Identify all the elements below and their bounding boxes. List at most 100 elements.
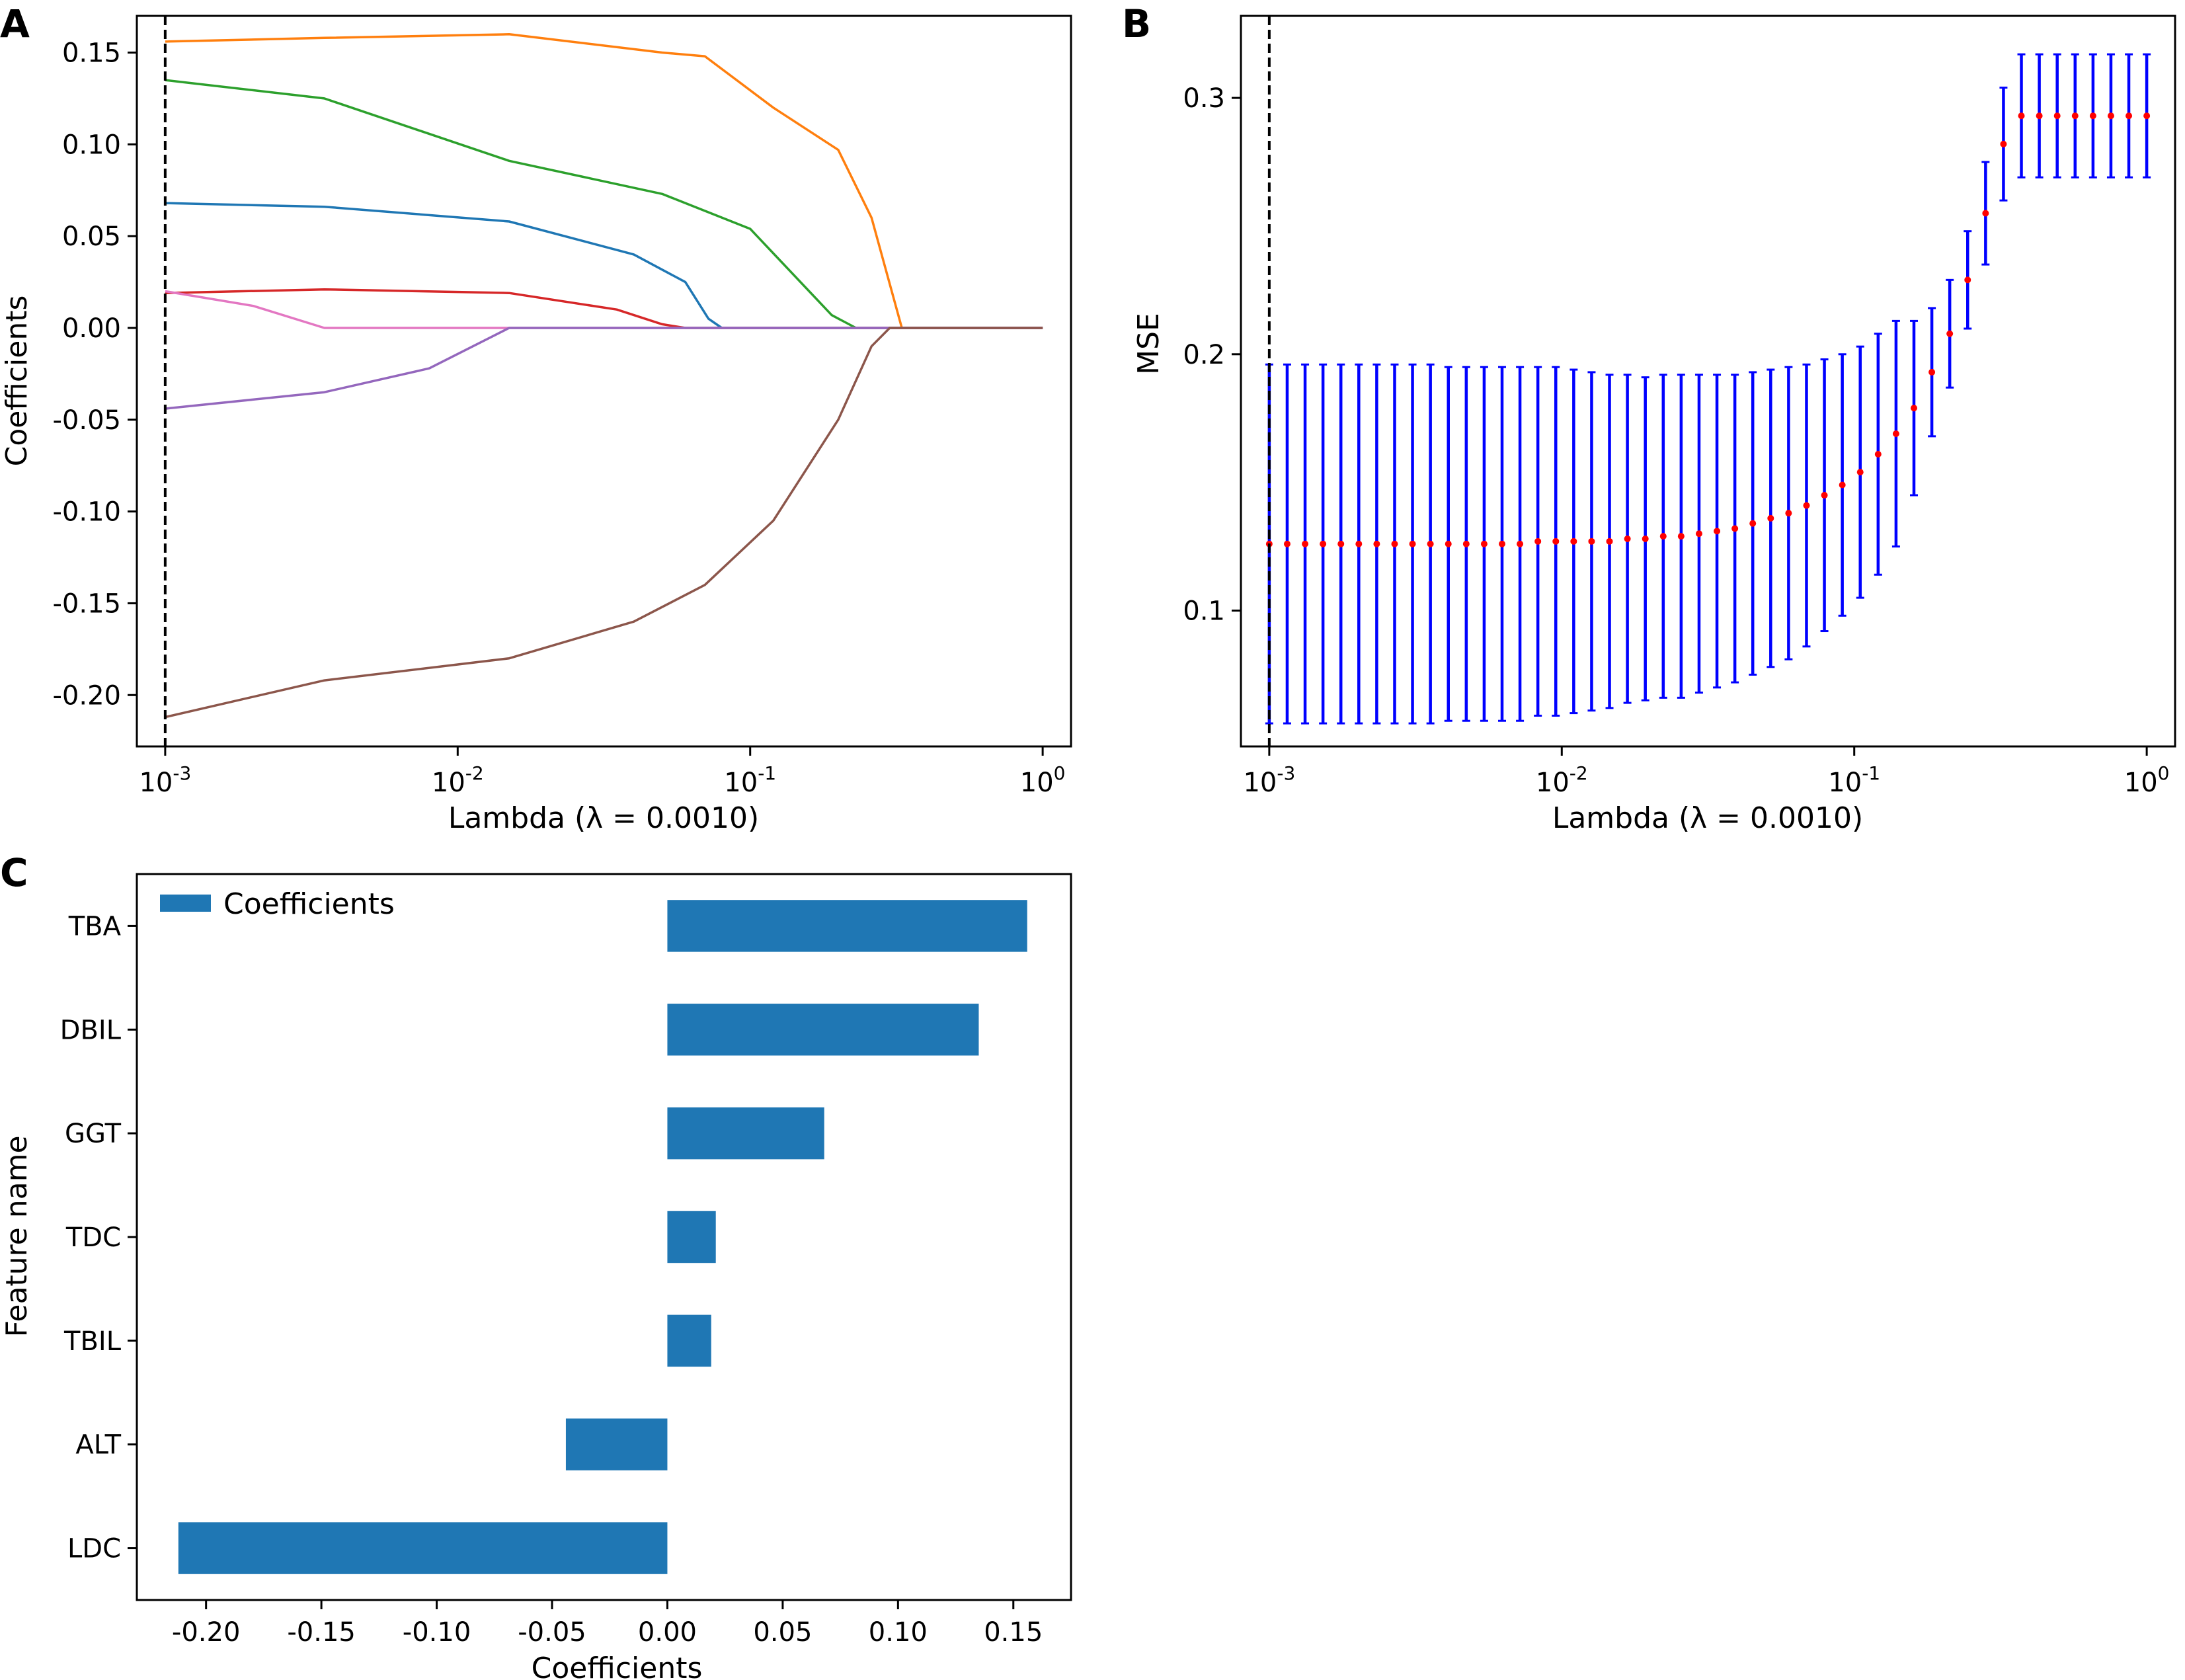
coefficient-path-1 — [165, 33, 1043, 329]
c-x-tick-label: -0.10 — [403, 1617, 471, 1648]
c-y-tick-label: TDC — [65, 1222, 121, 1253]
mse-point — [1391, 540, 1398, 547]
mse-point — [2143, 112, 2151, 120]
mse-point — [1427, 540, 1434, 547]
mse-point — [1499, 540, 1506, 547]
chart-c-x-axis: -0.20 -0.15 -0.10 -0.05 0.00 0.05 0.10 0.15 — [172, 1600, 1043, 1648]
mse-point — [2000, 140, 2007, 147]
mse-point — [1910, 405, 1917, 412]
chart-a-x-label: Lambda (λ = 0.0010) — [448, 801, 759, 835]
c-x-tick-label: 0.05 — [753, 1617, 812, 1648]
a-y-tick-label: -0.15 — [53, 588, 122, 619]
coefficient-path-6 — [165, 327, 1043, 410]
mse-point — [1785, 510, 1792, 517]
mse-point — [1677, 533, 1685, 540]
mse-point — [1821, 492, 1828, 499]
c-y-tick-label: DBIL — [60, 1015, 122, 1045]
mse-point — [1570, 538, 1577, 545]
a-x-tick-label: 10-3 — [139, 762, 191, 798]
mse-point — [1695, 530, 1702, 538]
mse-point — [1856, 469, 1864, 476]
c-y-tick-label: LDC — [67, 1534, 121, 1564]
mse-point — [1982, 210, 1989, 217]
coefficient-path-3 — [165, 202, 1043, 329]
a-y-tick-label: 0.10 — [62, 130, 121, 160]
mse-point — [1803, 502, 1810, 509]
mse-point — [1749, 520, 1757, 527]
mse-point — [1964, 276, 1971, 284]
mse-point — [2071, 112, 2079, 120]
chart-a-x-axis: 10-3 10-2 10-1 100 — [139, 746, 1065, 798]
chart-c-x-label: Coefficients — [532, 1652, 703, 1680]
c-y-tick-label: GGT — [65, 1119, 122, 1149]
chart-b-y-axis: 0.1 0.2 0.3 — [1183, 83, 1241, 627]
c-x-tick-label: 0.10 — [869, 1617, 928, 1648]
chart-c-plot-area — [178, 900, 1027, 1574]
mse-point — [1659, 533, 1667, 540]
mse-point — [1946, 330, 1954, 337]
chart-a-plot-area — [163, 16, 1043, 746]
b-y-tick-label: 0.3 — [1183, 83, 1225, 114]
c-x-tick-label: 0.00 — [638, 1617, 697, 1648]
c-y-tick-label: TBIL — [63, 1326, 122, 1357]
mse-point — [1462, 540, 1470, 547]
a-y-tick-label: -0.20 — [53, 680, 122, 711]
panel-c-label: C — [0, 850, 28, 895]
bar-tba — [667, 900, 1027, 952]
mse-point — [1714, 528, 1721, 535]
coefficient-path-4 — [165, 288, 1043, 329]
mse-point — [2107, 112, 2114, 120]
a-x-tick-label: 10-2 — [432, 762, 484, 798]
chart-b-frame — [1240, 15, 2176, 748]
mse-point — [1839, 481, 1846, 489]
c-x-tick-label: -0.05 — [518, 1617, 586, 1648]
mse-point — [1302, 540, 1309, 547]
mse-point — [1409, 540, 1416, 547]
b-x-tick-label: 100 — [2124, 762, 2170, 798]
chart-c-frame — [136, 873, 1072, 1601]
mse-point — [1480, 540, 1488, 547]
mse-point — [1552, 538, 1560, 545]
c-y-tick-label: TBA — [68, 911, 122, 941]
b-x-tick-label: 10-2 — [1536, 762, 1588, 798]
mse-point — [1355, 540, 1363, 547]
bar-tdc — [667, 1211, 716, 1263]
mse-point — [1731, 525, 1739, 532]
chart-b: 0.1 0.2 0.3 10-3 10-2 10-1 100 Lambda (λ = 0.… — [1132, 15, 2176, 835]
mse-point — [1928, 368, 1936, 376]
legend-label: Coefficients — [223, 887, 395, 921]
bar-ggt — [667, 1107, 824, 1160]
chart-b-y-label: MSE — [1132, 313, 1166, 375]
a-x-tick-label: 10-1 — [724, 762, 776, 798]
chart-b-x-axis: 10-3 10-2 10-1 100 — [1243, 746, 2169, 798]
chart-a-frame — [136, 15, 1072, 748]
mse-point — [1534, 538, 1542, 545]
a-y-tick-label: 0.05 — [62, 221, 121, 252]
mse-point — [1373, 540, 1380, 547]
legend-swatch — [160, 895, 211, 912]
bar-tbil — [667, 1314, 711, 1367]
b-y-tick-label: 0.1 — [1183, 596, 1225, 627]
chart-c-legend: Coefficients — [160, 887, 395, 921]
mse-point — [2053, 112, 2061, 120]
bar-alt — [565, 1418, 668, 1470]
mse-point — [1767, 514, 1774, 522]
b-x-tick-label: 10-3 — [1243, 762, 1295, 798]
mse-point — [1517, 540, 1524, 547]
mse-point — [2036, 112, 2043, 120]
panel-a-label: A — [0, 1, 30, 46]
mse-point — [1874, 451, 1882, 458]
mse-point — [1588, 538, 1595, 545]
a-y-tick-label: 0.00 — [62, 313, 121, 344]
mse-point — [2089, 112, 2096, 120]
coefficient-path-7 — [165, 327, 1043, 719]
a-y-tick-label: 0.15 — [62, 38, 121, 69]
panel-b-label: B — [1122, 1, 1151, 46]
bar-ldc — [178, 1522, 668, 1574]
c-x-tick-label: -0.15 — [287, 1617, 356, 1648]
b-x-tick-label: 10-1 — [1828, 762, 1880, 798]
chart-a-y-axis: 0.15 0.10 0.05 0.00 -0.05 -0.10 -0.15 -0.20 — [53, 38, 137, 711]
a-x-tick-label: 100 — [1020, 762, 1066, 798]
mse-point — [1642, 535, 1649, 542]
